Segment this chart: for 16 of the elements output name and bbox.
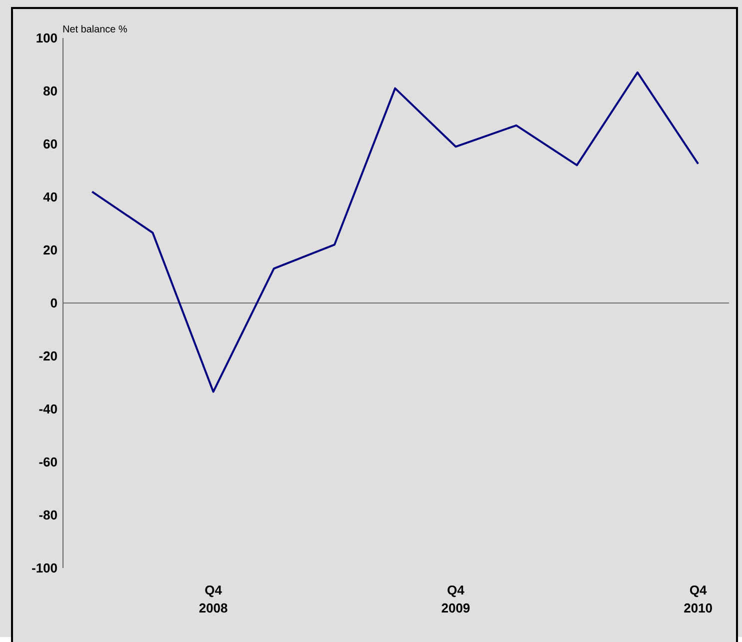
y-tick-label: -60 xyxy=(39,457,57,467)
x-tick-label: Q4 2010 xyxy=(684,586,712,613)
y-axis-title: Net balance % xyxy=(63,25,127,32)
y-tick-label: -40 xyxy=(39,404,57,414)
y-tick-label: 100 xyxy=(36,33,57,43)
y-tick-label: 80 xyxy=(43,86,57,96)
x-tick-label: Q4 2009 xyxy=(442,586,470,613)
y-tick-label: 40 xyxy=(43,192,57,202)
y-tick-label: 60 xyxy=(44,139,57,149)
y-tick-label: -100 xyxy=(32,563,57,573)
x-tick-label: Q4 2008 xyxy=(199,586,228,613)
y-tick-label: -20 xyxy=(39,351,57,361)
y-tick-label: 0 xyxy=(50,298,57,308)
y-tick-label: -80 xyxy=(39,510,57,520)
line-series xyxy=(91,71,700,393)
y-tick-label: 20 xyxy=(44,245,57,255)
